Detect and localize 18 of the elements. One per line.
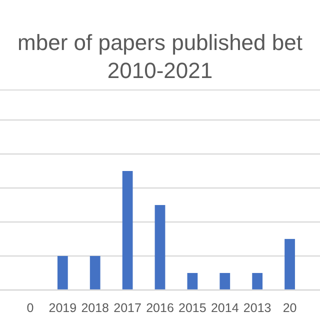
- x-tick-label: 20: [282, 301, 297, 315]
- x-tick-label: 0: [26, 301, 34, 315]
- chart-title: mber of papers published bet 2010-2021: [18, 30, 302, 83]
- x-tick-label: 2017: [114, 301, 142, 315]
- bar: [122, 171, 133, 290]
- x-tick-label: 2018: [81, 301, 110, 315]
- x-tick-label: 2019: [48, 301, 77, 315]
- bar: [57, 256, 68, 290]
- x-tick-label: 2013: [243, 301, 272, 315]
- bar: [220, 272, 230, 290]
- bar: [284, 238, 295, 290]
- x-tick-label: 2015: [178, 301, 206, 315]
- x-tick-label: 2016: [146, 301, 174, 315]
- bar: [154, 205, 166, 290]
- bar: [90, 256, 100, 290]
- bar: [187, 272, 198, 290]
- x-tick-label: 2014: [210, 301, 239, 315]
- bar: [252, 272, 263, 290]
